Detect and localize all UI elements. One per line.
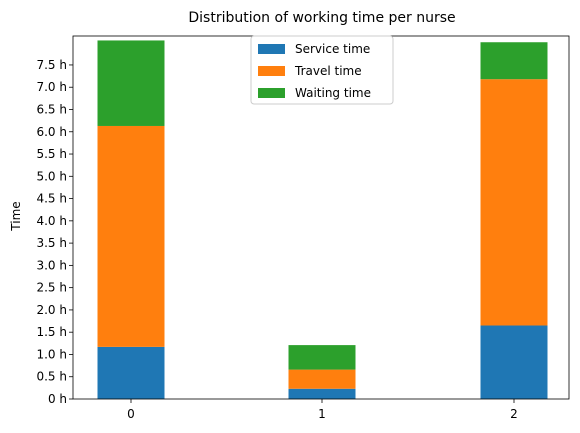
- bar-cat0-series2: [97, 40, 165, 126]
- y-tick-label: 0 h: [48, 392, 67, 406]
- y-tick-label: 6.0 h: [36, 125, 67, 139]
- bar-cat1-series0: [288, 388, 356, 399]
- y-tick-label: 4.0 h: [36, 214, 67, 228]
- y-tick-label: 1.5 h: [36, 325, 67, 339]
- y-tick-label: 2.0 h: [36, 303, 67, 317]
- y-tick-label: 3.0 h: [36, 258, 67, 272]
- legend-label: Travel time: [294, 64, 362, 78]
- y-tick-label: 4.5 h: [36, 192, 67, 206]
- y-tick-label: 3.5 h: [36, 236, 67, 250]
- y-axis-label: Time: [9, 201, 23, 231]
- bar-cat2-series2: [480, 42, 548, 80]
- legend-label: Waiting time: [295, 86, 371, 100]
- y-ticks-group: 0 h 0.5 h 1.0 h 1.5 h 2.0 h 2.5 h 3.0 h 3.5 h 4.…: [36, 58, 73, 406]
- bar-cat1-series1: [288, 369, 356, 389]
- bar-cat0-series1: [97, 125, 165, 347]
- bars-group: [97, 40, 548, 399]
- legend-swatch: [258, 44, 285, 54]
- y-tick-label: 7.0 h: [36, 80, 67, 94]
- bar-cat2-series0: [480, 325, 548, 399]
- legend-box: [250, 35, 394, 105]
- x-tick-label: 0: [127, 407, 135, 421]
- y-tick-label: 0.5 h: [36, 370, 67, 384]
- legend-swatch: [258, 88, 285, 98]
- bar-cat2-series1: [480, 79, 548, 326]
- legend-label: Service time: [295, 42, 370, 56]
- x-tick-label: 2: [510, 407, 518, 421]
- y-tick-label: 5.0 h: [36, 169, 67, 183]
- bar-cat1-series2: [288, 345, 356, 370]
- bar-cat0-series0: [97, 346, 165, 399]
- x-ticks-group: 0 1 2: [127, 399, 518, 421]
- x-tick-label: 1: [318, 407, 326, 421]
- y-tick-label: 2.5 h: [36, 281, 67, 295]
- y-tick-label: 7.5 h: [36, 58, 67, 72]
- legend: Service time Travel time Waiting time: [250, 35, 394, 105]
- y-tick-label: 1.0 h: [36, 347, 67, 361]
- chart-title: Distribution of working time per nurse: [188, 10, 455, 26]
- y-tick-label: 6.5 h: [36, 102, 67, 116]
- y-tick-label: 5.5 h: [36, 147, 67, 161]
- legend-swatch: [258, 66, 285, 76]
